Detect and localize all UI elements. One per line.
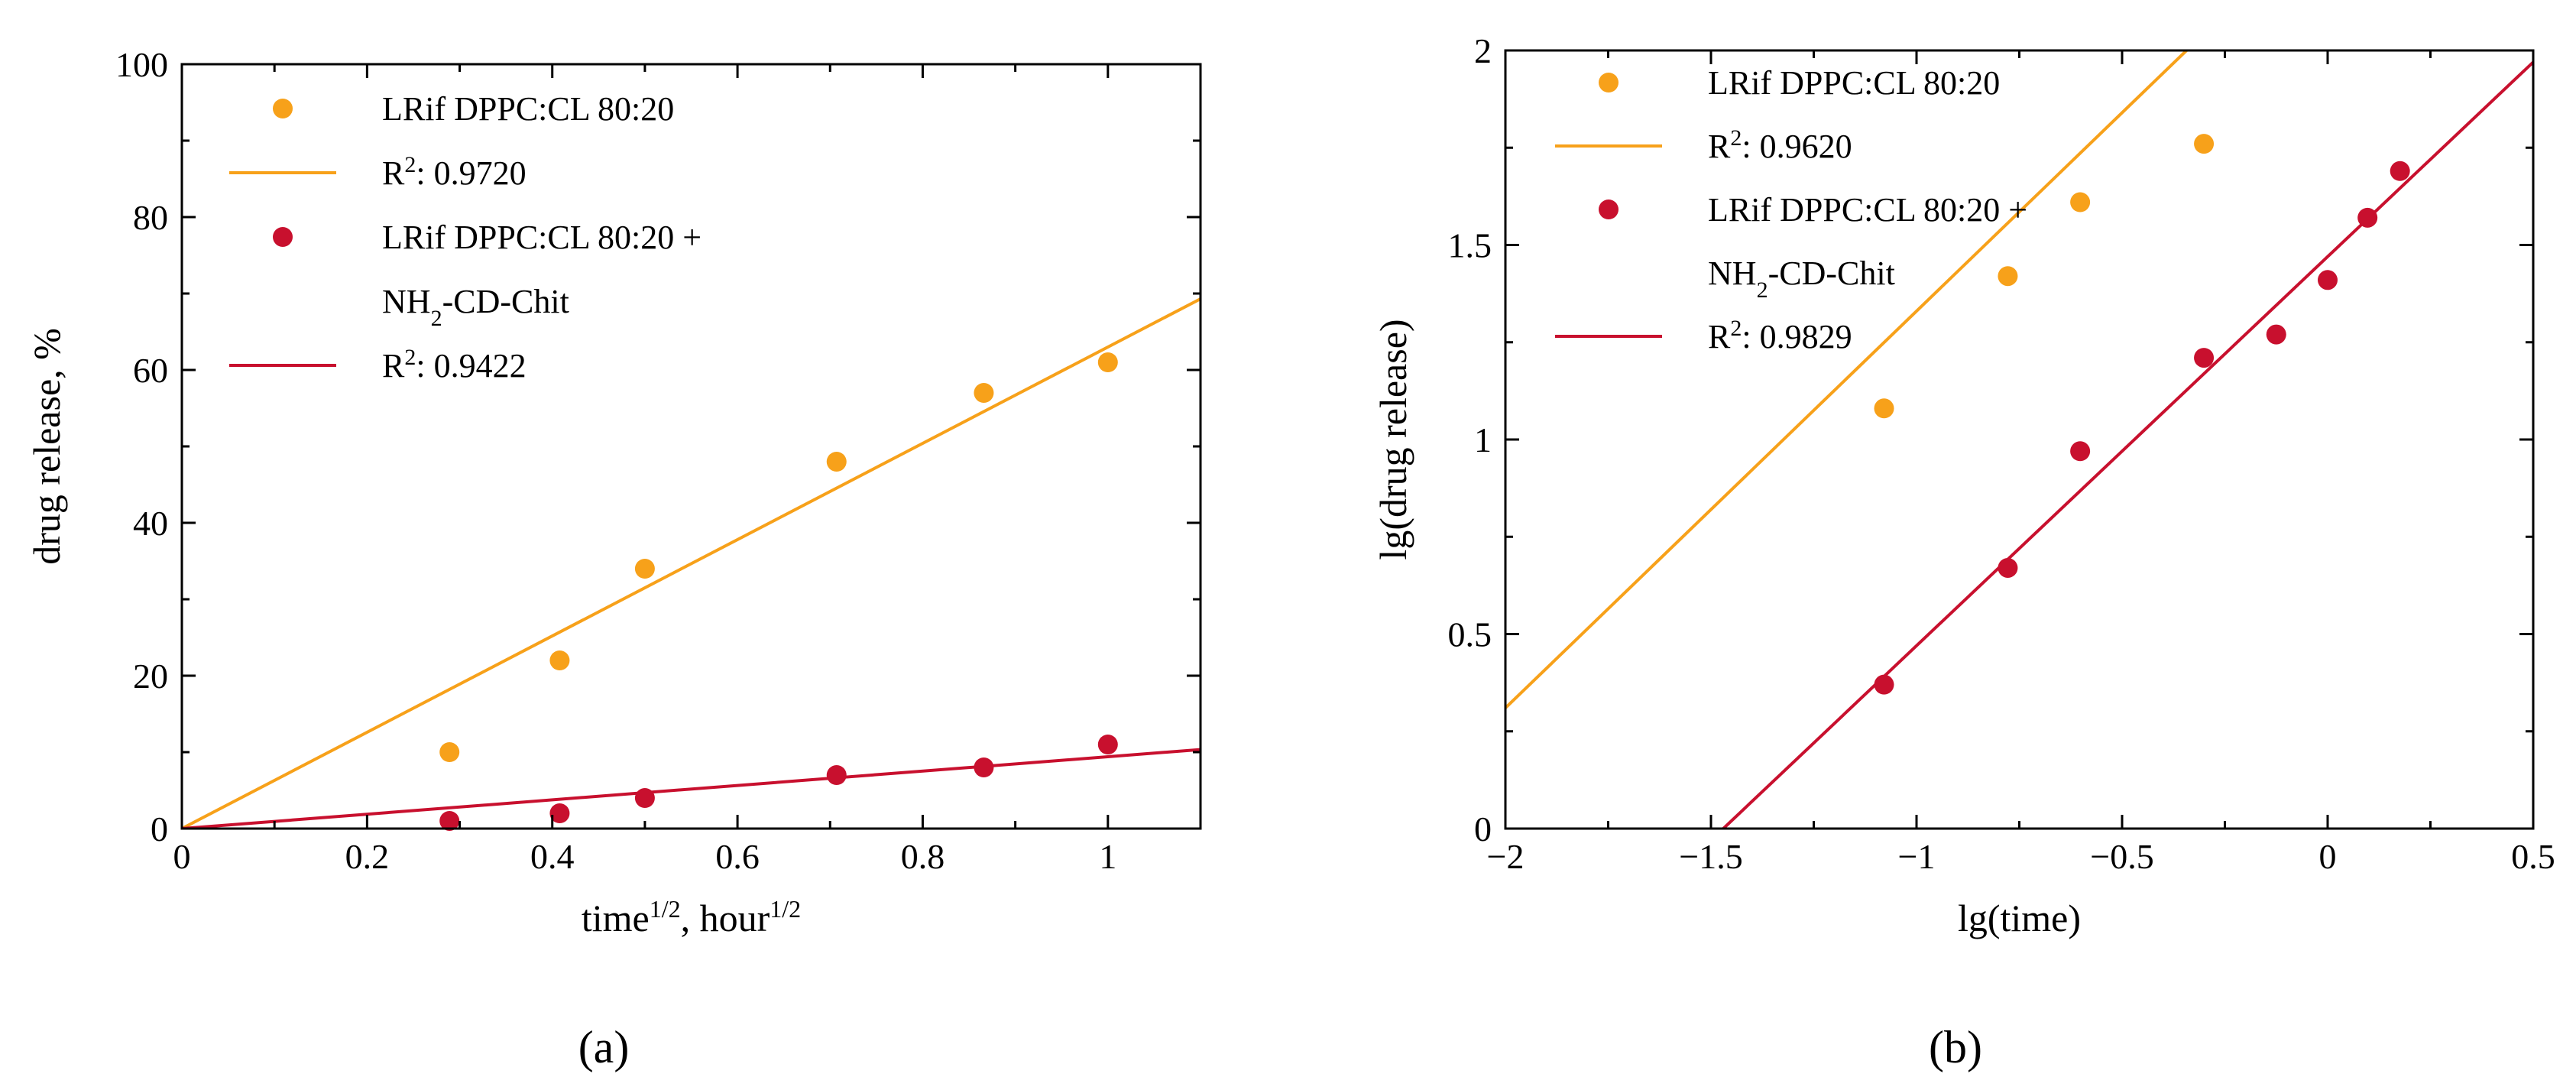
data-point-series-2 — [2266, 324, 2286, 345]
x-axis-label: lg(time) — [1958, 897, 2081, 939]
legend-fit-label-series-2: R2: 0.9829 — [1708, 316, 1852, 356]
data-point-series-2 — [2194, 348, 2215, 368]
x-tick-label: −1.5 — [1679, 837, 1742, 876]
legend-label-series-2-line2: NH2-CD-Chit — [1708, 255, 1895, 303]
legend-fit-label-series-2: R2: 0.9422 — [382, 345, 527, 385]
data-point-series-1 — [439, 742, 460, 762]
fit-line-series-1 — [1505, 50, 2189, 709]
x-tick-label: −2 — [1487, 837, 1525, 876]
y-tick-label: 20 — [133, 657, 168, 696]
y-tick-label: 0.5 — [1448, 615, 1492, 654]
plot-frame — [180, 63, 1202, 830]
x-tick-label: −0.5 — [2090, 837, 2153, 876]
fit-line-series-2 — [182, 748, 1201, 829]
legend-label-series-2-line2: NH2-CD-Chit — [382, 283, 569, 331]
panel-label: (b) — [1929, 1022, 1982, 1072]
panel-a-chart: 0 0.2 0.4 0.6 0.8 1 0 20 40 60 80 100 time1/2, hour1… — [25, 45, 1202, 1072]
plot-frame — [1504, 49, 2535, 830]
y-tick-label: 100 — [115, 45, 168, 84]
legend-label-series-2: LRif DPPC:CL 80:20 + — [1708, 191, 2027, 229]
x-axis-label: time1/2, hour1/2 — [582, 895, 801, 939]
x-tick-label: 0.8 — [901, 837, 945, 876]
data-point-series-1 — [2070, 192, 2091, 212]
data-point-series-1 — [549, 650, 570, 670]
data-point-series-1 — [974, 383, 994, 403]
x-tick-label: 0 — [173, 837, 191, 876]
y-tick-label: 40 — [133, 504, 168, 543]
data-point-series-2 — [439, 811, 460, 831]
x-tick-label: 0.2 — [345, 837, 390, 876]
legend-fit-label-series-1: R2: 0.9720 — [382, 152, 527, 193]
y-tick-label: 0 — [1474, 809, 1492, 848]
y-tick-label: 80 — [133, 198, 168, 237]
data-point-series-2 — [1998, 557, 2018, 578]
legend-label-series-1: LRif DPPC:CL 80:20 — [382, 90, 674, 128]
y-tick-label: 60 — [133, 351, 168, 390]
data-point-series-2 — [2318, 270, 2338, 290]
data-point-series-2 — [2357, 207, 2378, 228]
y-axis-label: lg(drug release) — [1372, 319, 1414, 560]
legend-marker-series-1 — [273, 99, 293, 118]
data-point-series-2 — [974, 757, 994, 777]
panel-label: (a) — [578, 1022, 630, 1072]
y-tick-label: 0 — [151, 809, 168, 848]
legend-marker-series-2 — [1599, 200, 1619, 219]
legend-label-series-1: LRif DPPC:CL 80:20 — [1708, 64, 2000, 102]
legend-label-series-2: LRif DPPC:CL 80:20 + — [382, 219, 702, 256]
legend-fit-label-series-1: R2: 0.9620 — [1708, 125, 1852, 166]
x-tick-label: 0.4 — [530, 837, 575, 876]
legend: LRif DPPC:CL 80:20 R2: 0.9620 LRif DPPC:CL… — [1555, 64, 2027, 355]
y-axis-label: drug release, % — [25, 328, 68, 565]
data-point-series-1 — [1998, 266, 2018, 287]
data-point-series-2 — [549, 803, 570, 823]
data-point-series-1 — [1097, 352, 1118, 372]
y-tick-label: 2 — [1474, 31, 1492, 70]
data-point-series-1 — [1874, 398, 1894, 419]
y-tick-label: 1.5 — [1448, 226, 1492, 265]
data-point-series-2 — [1097, 735, 1118, 754]
x-tick-label: −1 — [1898, 837, 1936, 876]
x-tick-label: 0.5 — [2511, 837, 2555, 876]
data-point-series-2 — [634, 788, 655, 808]
fit-line-series-1 — [182, 297, 1201, 829]
data-point-series-2 — [2390, 161, 2410, 181]
data-point-series-1 — [826, 452, 847, 472]
legend: LRif DPPC:CL 80:20 R2: 0.9720 LRif DPPC:CL… — [229, 90, 702, 384]
x-tick-label: 0.6 — [715, 837, 760, 876]
legend-marker-series-1 — [1599, 73, 1619, 92]
y-tick-label: 1 — [1474, 420, 1492, 459]
data-point-series-2 — [2070, 441, 2091, 462]
x-tick-label: 1 — [1099, 837, 1116, 876]
panel-b-chart: −2 −1.5 −1 −0.5 0 0.5 0 0.5 1 1.5 2 lg(time) lg(drug… — [1372, 31, 2555, 1072]
x-tick-label: 0 — [2319, 837, 2337, 876]
data-point-series-1 — [2194, 134, 2215, 154]
data-point-series-2 — [826, 765, 847, 785]
data-point-series-2 — [1874, 674, 1894, 695]
legend-marker-series-2 — [273, 227, 293, 247]
data-point-series-1 — [634, 559, 655, 579]
